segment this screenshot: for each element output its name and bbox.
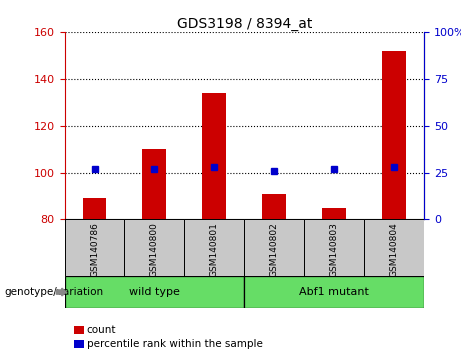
Bar bbox=[244, 276, 424, 308]
Bar bbox=[382, 51, 406, 219]
Text: wild type: wild type bbox=[129, 287, 180, 297]
Bar bbox=[124, 219, 184, 276]
Bar bbox=[65, 276, 244, 308]
Bar bbox=[304, 219, 364, 276]
Bar bbox=[322, 208, 346, 219]
Bar bbox=[202, 93, 226, 219]
Text: count: count bbox=[87, 325, 116, 335]
Text: GSM140802: GSM140802 bbox=[270, 222, 279, 277]
Text: GSM140800: GSM140800 bbox=[150, 222, 159, 277]
Text: GSM140803: GSM140803 bbox=[330, 222, 339, 277]
Text: percentile rank within the sample: percentile rank within the sample bbox=[87, 339, 263, 349]
Text: GSM140801: GSM140801 bbox=[210, 222, 219, 277]
Bar bbox=[244, 219, 304, 276]
Title: GDS3198 / 8394_at: GDS3198 / 8394_at bbox=[177, 17, 312, 31]
Bar bbox=[65, 219, 124, 276]
Text: GSM140804: GSM140804 bbox=[390, 222, 399, 277]
Text: genotype/variation: genotype/variation bbox=[5, 287, 104, 297]
Text: Abf1 mutant: Abf1 mutant bbox=[299, 287, 369, 297]
Bar bbox=[184, 219, 244, 276]
Bar bbox=[262, 194, 286, 219]
Bar bbox=[83, 198, 106, 219]
Bar bbox=[142, 149, 166, 219]
Text: GSM140786: GSM140786 bbox=[90, 222, 99, 277]
Bar bbox=[364, 219, 424, 276]
